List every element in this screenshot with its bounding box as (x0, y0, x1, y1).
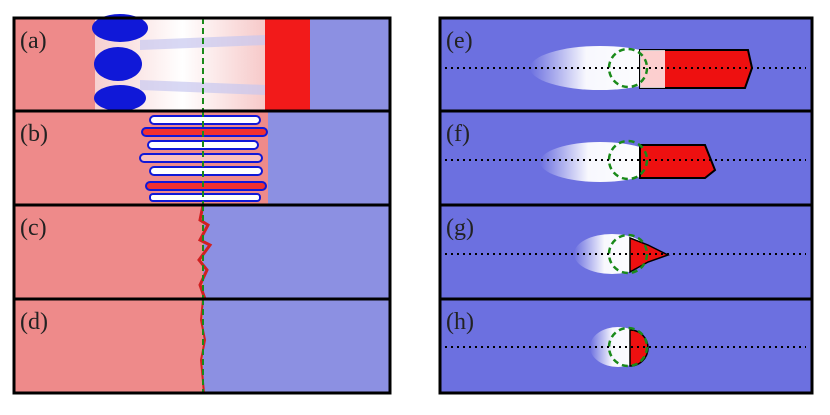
panel-f: (f) (438, 109, 814, 207)
circle (607, 326, 649, 368)
wake (530, 46, 670, 90)
blob (94, 85, 146, 111)
circle (607, 233, 649, 275)
blob (92, 14, 148, 42)
panel-label: (g) (446, 215, 474, 241)
frame (12, 297, 392, 395)
panel-g: (g) (438, 203, 814, 301)
panel-label: (a) (20, 28, 47, 54)
wake (540, 142, 660, 182)
panel-e: (e) (438, 16, 814, 113)
panel-h: (h) (438, 297, 814, 395)
blue-region (310, 18, 390, 111)
streak (140, 80, 265, 95)
panel-label: (b) (20, 121, 48, 147)
panel-label: (e) (446, 28, 473, 54)
background (14, 205, 203, 299)
panel-b: (b) (12, 109, 392, 207)
blue-region (203, 205, 390, 299)
background (14, 299, 203, 393)
panel-label: (f) (446, 121, 470, 147)
frame (438, 297, 814, 395)
red-region (265, 18, 310, 111)
circle (607, 139, 649, 181)
blue-region (203, 299, 390, 393)
blob (94, 47, 142, 81)
panel-d: (d) (12, 297, 392, 395)
drop-trail (639, 144, 717, 179)
fingers (139, 115, 268, 202)
panel-label: (c) (20, 215, 47, 241)
panel-label: (d) (20, 309, 48, 335)
panel-a: (a) (12, 14, 392, 113)
panel-c: (c) (12, 203, 392, 301)
blue-region (268, 111, 390, 205)
panel-label: (h) (446, 309, 474, 335)
circle (607, 47, 649, 89)
